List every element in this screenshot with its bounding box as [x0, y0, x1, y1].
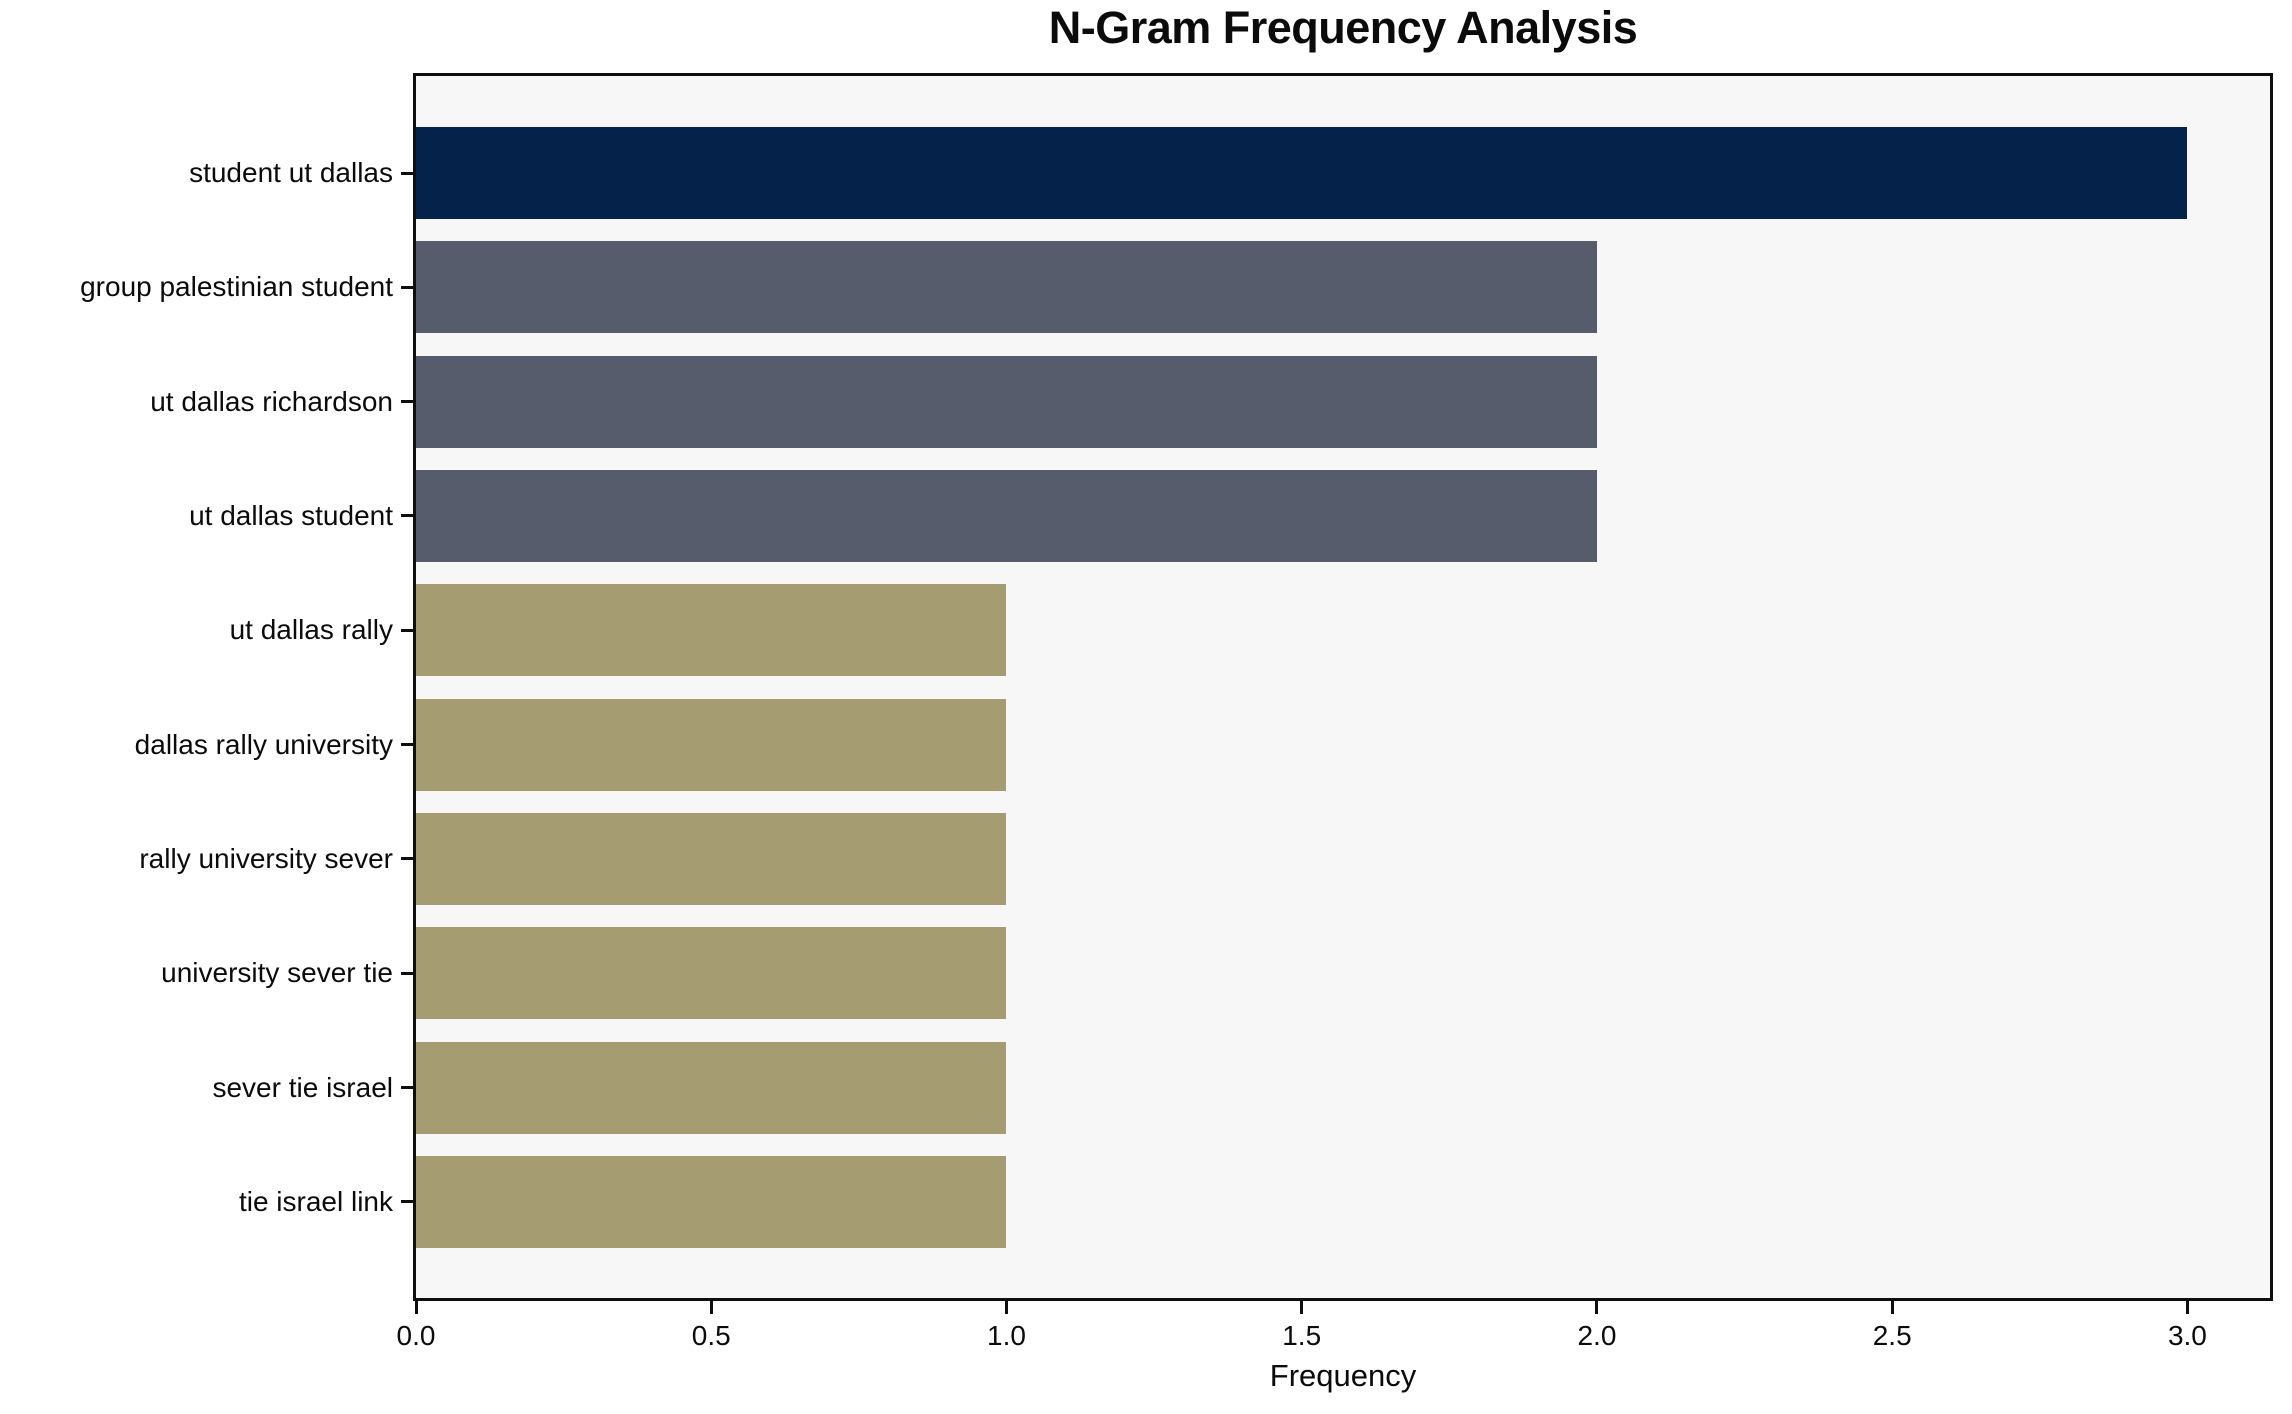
x-tick-mark	[2185, 1301, 2189, 1314]
y-tick-label: tie israel link	[238, 1185, 393, 1217]
bar-ut-dallas-rally	[416, 584, 1007, 677]
bar-student-ut-dallas	[416, 127, 2188, 219]
x-tick-mark	[1890, 1301, 1894, 1314]
x-tick-mark	[1300, 1301, 1304, 1314]
y-tick-mark	[401, 743, 413, 747]
y-tick-label: dallas rally university	[134, 728, 393, 760]
y-tick-label: rally university sever	[139, 842, 393, 874]
y-tick-mark	[401, 857, 413, 861]
x-tick-label: 2.5	[1872, 1320, 1912, 1351]
x-tick-label: 2.0	[1577, 1320, 1617, 1351]
y-tick-mark	[401, 171, 413, 175]
y-tick-label: ut dallas rally	[229, 614, 393, 646]
x-tick-label: 3.0	[2167, 1320, 2207, 1351]
bar-ut-dallas-student	[416, 469, 1597, 562]
x-axis-label: Frequency	[1269, 1358, 1417, 1393]
x-tick-label: 1.0	[987, 1320, 1026, 1351]
y-tick-mark	[401, 514, 413, 518]
y-tick-mark	[401, 285, 413, 289]
bar-dallas-rally-university	[416, 698, 1007, 791]
bar-group-palestinian-student	[416, 241, 1597, 334]
x-tick-mark	[1004, 1301, 1008, 1314]
y-tick-label: ut dallas student	[189, 499, 393, 531]
bar-university-sever-tie	[416, 927, 1007, 1020]
plot-area	[413, 73, 2273, 1301]
x-tick-label: 0.0	[396, 1320, 436, 1351]
y-tick-mark	[401, 628, 413, 632]
bar-tie-israel-link	[416, 1155, 1007, 1248]
y-tick-label: ut dallas richardson	[150, 385, 393, 417]
y-tick-label: sever tie israel	[212, 1071, 393, 1103]
x-tick-mark	[1595, 1301, 1599, 1314]
x-tick-label: 1.5	[1282, 1320, 1322, 1351]
y-tick-label: group palestinian student	[80, 271, 393, 303]
y-tick-mark	[401, 400, 413, 404]
bar-ut-dallas-richardson	[416, 355, 1597, 448]
y-tick-mark	[401, 1086, 413, 1090]
y-tick-label: university sever tie	[161, 957, 393, 989]
y-tick-label: student ut dallas	[189, 157, 393, 188]
chart-title: N-Gram Frequency Analysis	[1048, 2, 1638, 53]
x-tick-mark	[414, 1301, 418, 1314]
x-tick-mark	[709, 1301, 713, 1314]
bar-rally-university-sever	[416, 812, 1007, 905]
y-tick-mark	[401, 1200, 413, 1204]
x-tick-label: 0.5	[691, 1320, 731, 1351]
bar-sever-tie-israel	[416, 1041, 1007, 1134]
y-tick-mark	[401, 971, 413, 975]
